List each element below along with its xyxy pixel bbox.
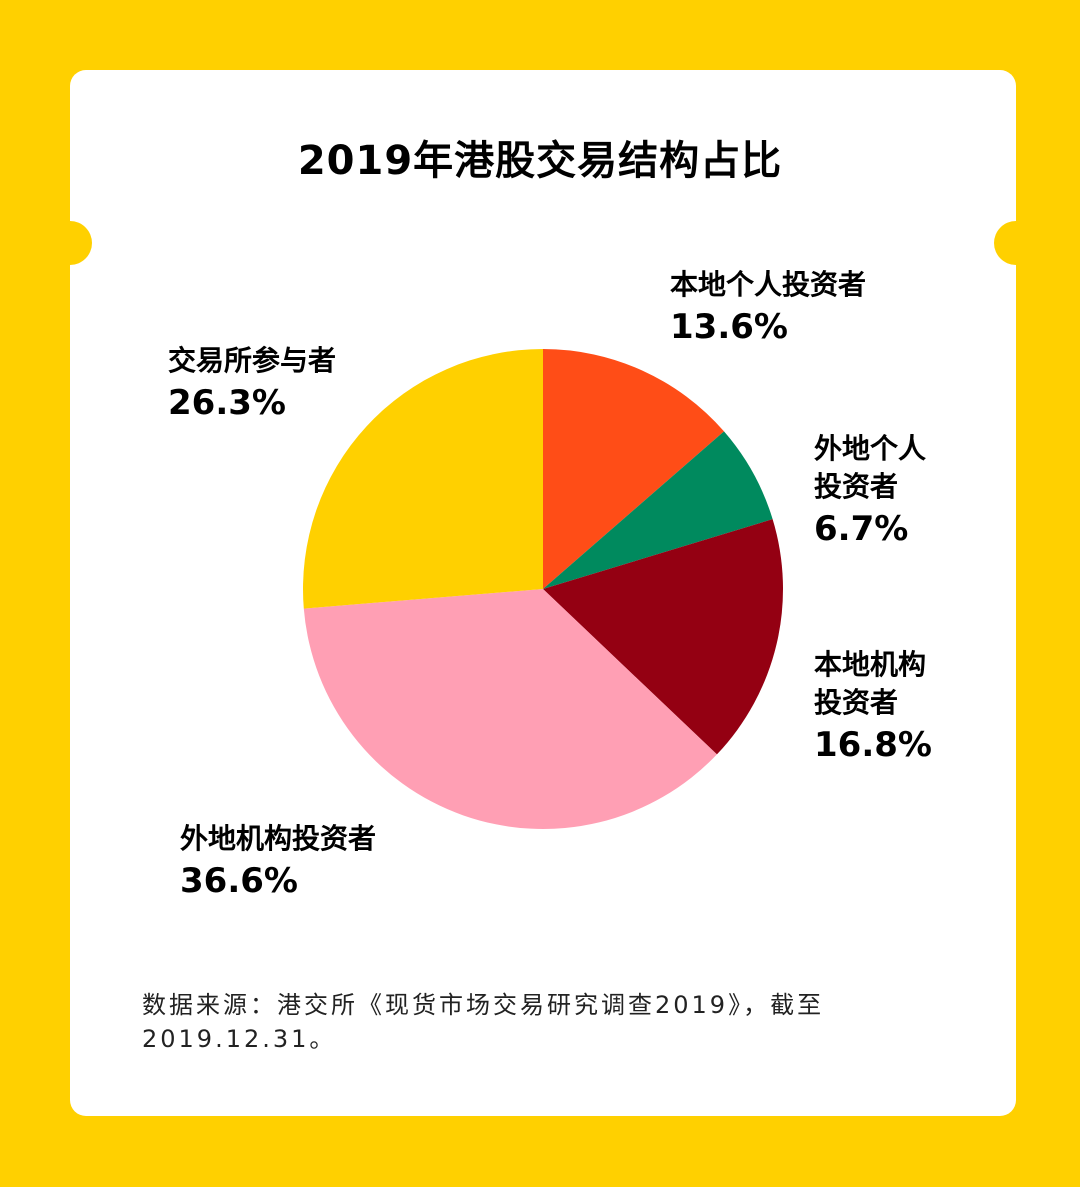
slice-label: 本地机构 投资者 (814, 648, 927, 719)
slice-value: 36.6% (180, 861, 298, 901)
label-exchange-participants: 交易所参与者 26.3% (168, 342, 336, 426)
label-local-institutional: 本地机构 投资者 16.8% (814, 646, 932, 768)
slice-value: 16.8% (814, 725, 932, 765)
left-notch (48, 221, 92, 265)
slice-label: 交易所参与者 (168, 344, 337, 377)
label-nonlocal-individual: 外地个人 投资者 6.7% (814, 430, 926, 552)
slice-label: 本地个人投资者 (670, 268, 867, 301)
slice-local-institutional (543, 519, 784, 755)
right-notch (994, 221, 1038, 265)
slice-value: 13.6% (670, 307, 788, 347)
source-note: 数据来源：港交所《现货市场交易研究调查2019》，截至2019.12.31。 (142, 991, 825, 1053)
slice-value: 6.7% (814, 509, 909, 549)
slice-nonlocal-individual (543, 431, 773, 589)
label-nonlocal-institutional: 外地机构投资者 36.6% (180, 820, 376, 904)
slice-label: 外地个人 投资者 (814, 432, 927, 503)
slice-value: 26.3% (168, 383, 286, 423)
slice-label: 外地机构投资者 (180, 822, 377, 855)
label-local-individual: 本地个人投资者 13.6% (670, 266, 866, 350)
slice-exchange-participants (302, 349, 543, 609)
slice-nonlocal-institutional (303, 589, 717, 830)
slice-local-individual (543, 349, 725, 589)
chart-title: 2019年港股交易结构占比 (297, 138, 783, 184)
